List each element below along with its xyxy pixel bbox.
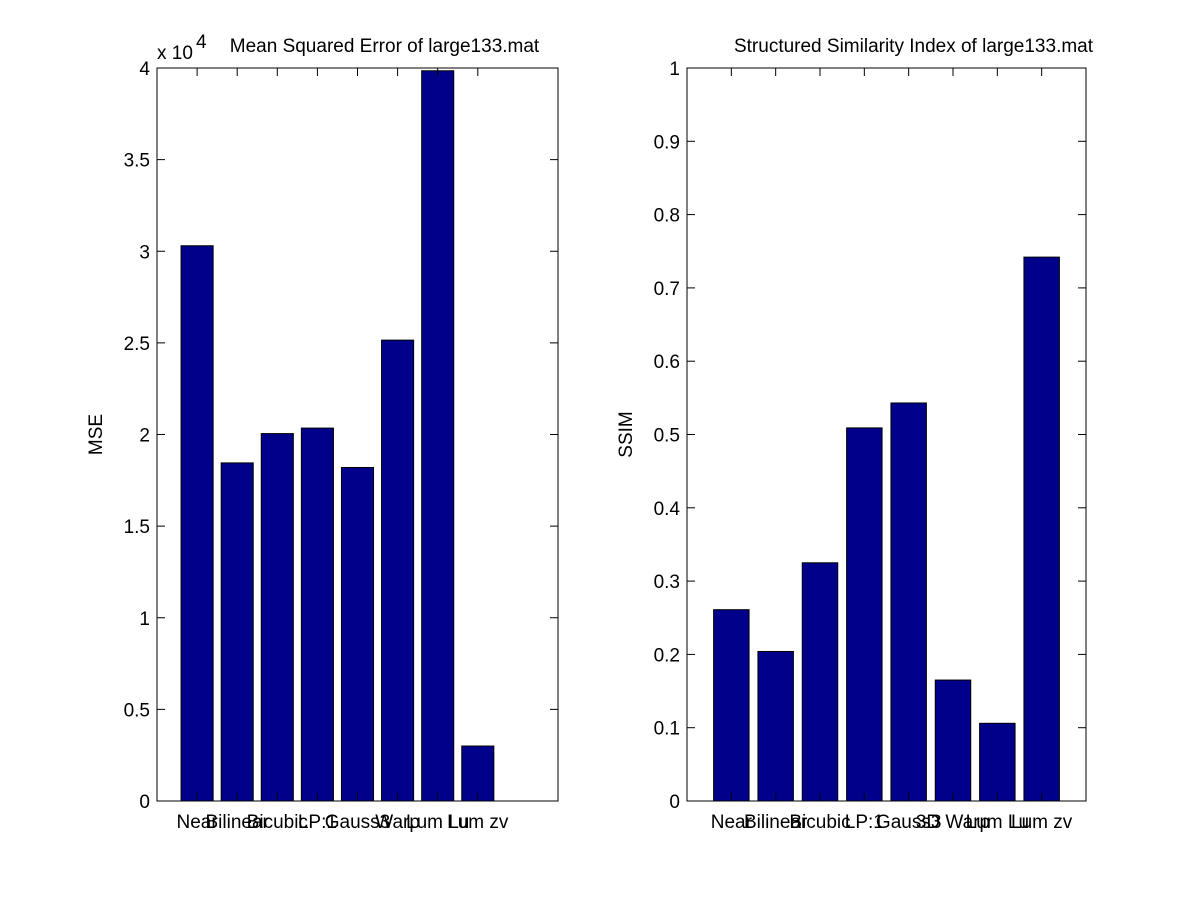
bar (300, 427, 334, 802)
bar (934, 679, 972, 802)
y-tick-label: 1.5 (124, 517, 150, 538)
y-tick-label: 4 (139, 59, 150, 80)
bar (1023, 256, 1060, 802)
y-tick-label: 0.6 (654, 352, 680, 373)
plot-area (686, 67, 1087, 802)
y-tick-label: 0.8 (654, 206, 680, 227)
y-tick-label: 1 (669, 59, 680, 80)
bar (713, 609, 750, 802)
mse-chart: 0 0.5 1 1.5 2 2.5 3 3.5 4 NearBilinearBicubicLP:1… (86, 32, 559, 833)
y-tick-label: 0.9 (654, 132, 680, 153)
x-category-label: Bicubic (247, 812, 308, 833)
y-tick-label: 2.5 (124, 334, 150, 355)
y-tick-label: 0.4 (654, 499, 681, 520)
x-category-label: Lum zv (1011, 812, 1073, 833)
bar (979, 722, 1016, 802)
y-tick-label: 1 (139, 609, 150, 630)
x-category-label: Gauss3 (325, 812, 390, 833)
bar (260, 433, 294, 802)
bar (340, 466, 375, 802)
y-axis-label: MSE (86, 414, 107, 455)
ssim-chart: 0 0.1 0.2 0.3 0.4 0.5 0.6 0.7 0.8 0.9 1 NearBilinea… (616, 36, 1094, 833)
x-category-label: LP:1 (845, 812, 884, 833)
x-category-label: Lum Lu (406, 812, 469, 833)
x-category-label: Lum zv (447, 812, 509, 833)
x-category-label: LP:1 (298, 812, 337, 833)
y-tick-label: 0.7 (654, 279, 680, 300)
bar (846, 427, 883, 802)
y-exponent-label: x 10 (157, 43, 193, 64)
x-category-label: Near (711, 812, 753, 833)
y-tick-label: 0.2 (654, 645, 680, 666)
bar (180, 245, 214, 802)
bar (890, 402, 927, 802)
y-tick-label: 3.5 (124, 151, 150, 172)
y-tick-label: 0 (139, 792, 150, 813)
y-tick-label: 0 (669, 792, 680, 813)
bar (381, 339, 415, 802)
y-tick-label: 0.5 (654, 426, 680, 447)
x-category-label: Bilinear (744, 812, 808, 833)
y-tick-label: 2 (139, 426, 150, 447)
bar (461, 745, 495, 802)
y-tick-label: 0.3 (654, 572, 680, 593)
y-tick-label: 3 (139, 242, 150, 263)
x-category-label: Warp (375, 812, 420, 833)
y-tick-label: 0.5 (124, 700, 150, 721)
chart-title: Structured Similarity Index of large133.… (734, 36, 1094, 57)
x-category-label: Lum Lu (966, 812, 1029, 833)
bar (757, 650, 794, 802)
chart-title: Mean Squared Error of large133.mat (230, 36, 540, 57)
x-category-label: 3D Warp (916, 812, 990, 833)
y-tick-label: 0.1 (654, 719, 680, 740)
bar (421, 70, 455, 802)
y-exponent-power: 4 (196, 32, 207, 53)
x-category-label: Near (177, 812, 219, 833)
bar (801, 562, 839, 802)
x-category-label: Gauss3 (876, 812, 941, 833)
x-category-label: Bicubic (789, 812, 850, 833)
y-axis-label: SSIM (616, 411, 637, 457)
x-category-label: Bilinear (206, 812, 270, 833)
bar (220, 462, 254, 802)
